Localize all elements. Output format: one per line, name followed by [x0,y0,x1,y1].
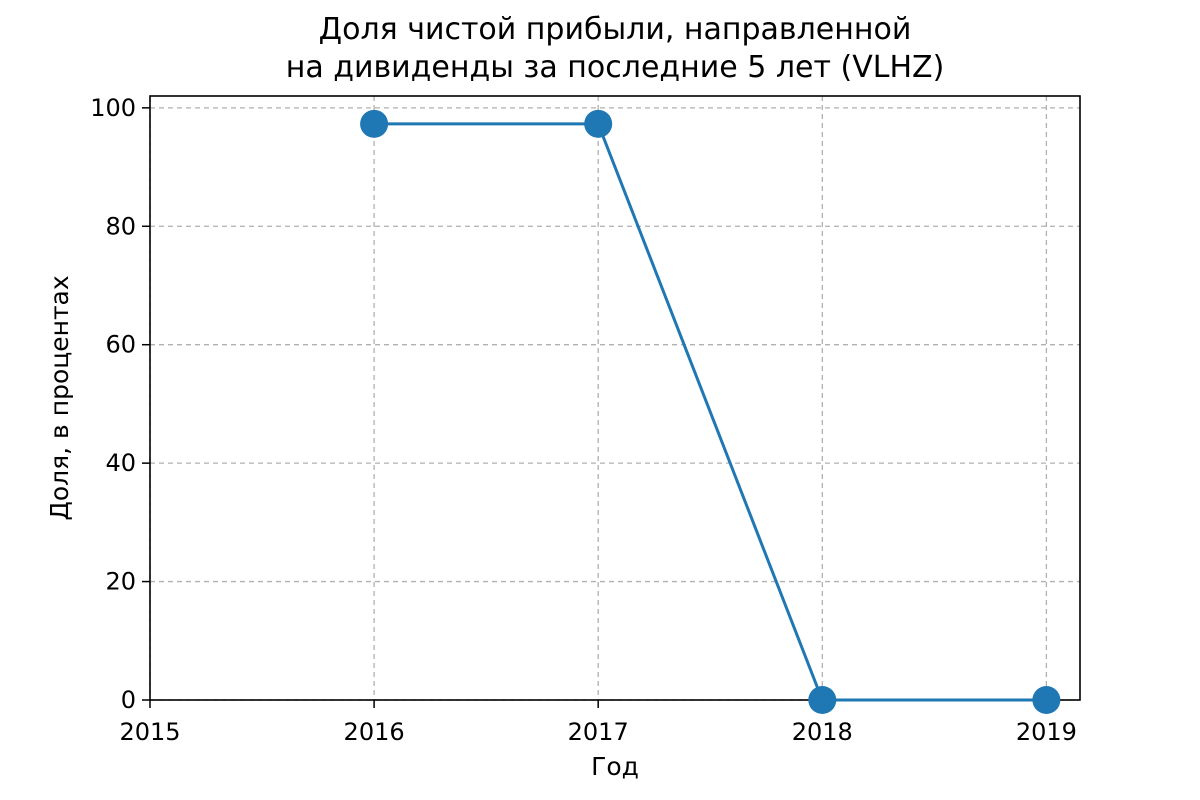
data-point-2018 [808,686,837,714]
y-axis-label: Доля, в процентах [45,275,74,521]
y-tick-label: 0 [121,686,136,714]
x-tick-label: 2018 [792,718,853,746]
axes-box [149,95,1081,701]
series-line [374,122,1047,702]
data-point-2019 [1032,686,1061,714]
axis-ticks: 2015 2016 2017 2018 2019 0 20 40 60 80 100 [90,94,1077,746]
data-point-2017 [584,109,613,138]
y-tick-label: 60 [105,331,136,359]
y-tick-label: 20 [105,568,136,596]
x-tick-label: 2017 [568,718,629,746]
y-tick-label: 40 [105,449,136,477]
axes-frame [149,95,1081,701]
chart-title-line-2: на дивиденды за последние 5 лет (VLHZ) [285,50,945,85]
y-tick-label: 80 [105,212,136,240]
data-point-2016 [360,109,389,138]
y-tick-label: 100 [90,94,136,122]
x-tick-label: 2015 [119,718,180,746]
x-axis-label: Год [591,752,639,781]
x-tick-label: 2016 [344,718,405,746]
chart-title-line-1: Доля чистой прибыли, направленной [318,12,912,47]
x-tick-label: 2019 [1016,718,1077,746]
grid-lines [149,96,1080,701]
series-layer [360,109,1061,714]
